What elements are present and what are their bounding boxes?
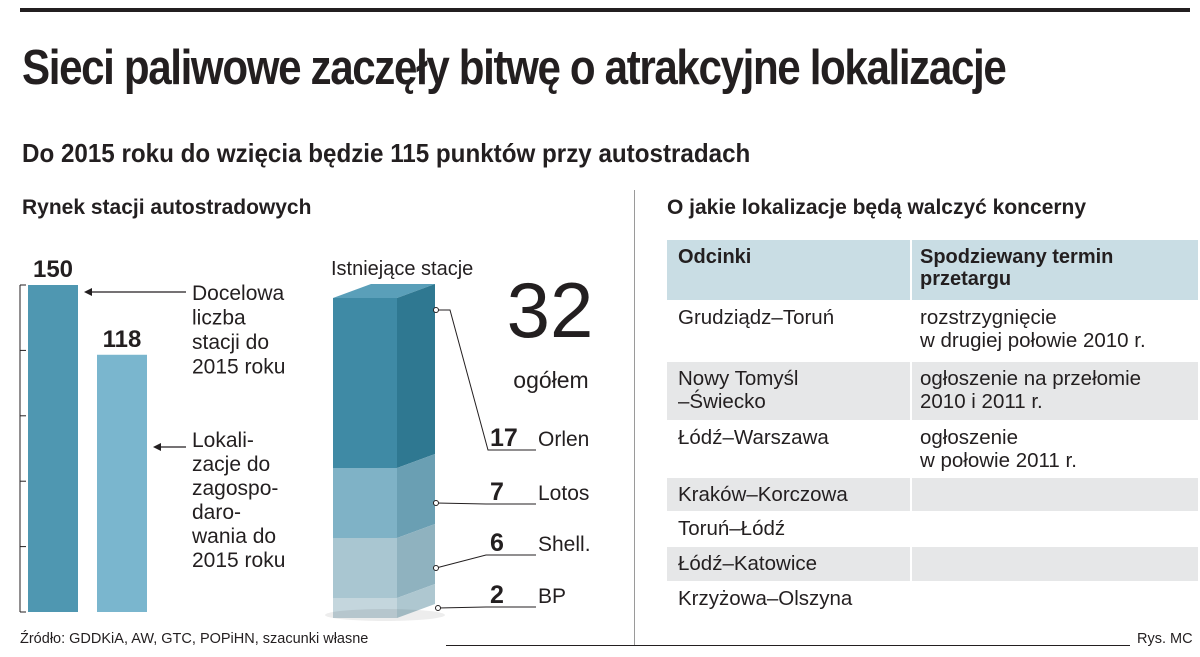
left-section-title: Rynek stacji autostradowych [22,196,312,219]
bar [28,285,78,612]
stack-labels: 17 Orlen 7 Lotos 6 Shell. 2 BP [433,307,591,611]
stack-segment-side [397,284,435,468]
stack-segment-front [333,598,397,618]
table-body: Grudziądz–Toruń rozstrzygnięcie w drugiej … [667,301,1198,617]
stack-segment-front [333,538,397,598]
source-note: Źródło: GDDKiA, AW, GTC, POPiHN, szacunk… [20,631,369,647]
stack-leader [435,554,536,569]
column-header-sections: Odcinki [678,246,752,268]
annotation-text: 2015 roku [192,549,285,572]
annotation-text: zagospo- [192,477,278,500]
stack-series-label: Lotos [538,482,589,505]
annotation-arrow [153,443,161,451]
page-title: Sieci paliwowe zaczęły bitwę o atrakcyjn… [22,41,1007,95]
annotation-text: liczba [192,307,246,330]
stack-series-label: BP [538,585,566,608]
stack-chart-title: Istniejące stacje [331,258,473,280]
stack-top-face [333,284,435,298]
cell-term: ogłoszenie w połowie 2011 r. [920,426,1077,472]
table-row: Łódź–Warszawa ogłoszenie w połowie 2011 r. [667,421,1198,478]
stack-segment-side [397,584,435,618]
bar-chart-labels: 150 118 [33,256,141,353]
stack-value-label: 6 [490,529,504,557]
annotation-text: daro- [192,501,241,524]
table-row: Grudziądz–Toruń rozstrzygnięcie w drugiej … [667,301,1198,362]
stack-series-label: Orlen [538,428,589,451]
stack-series-label: Shell. [538,533,591,556]
stack-leader [435,502,536,505]
cell-section: Łódź–Katowice [678,552,818,575]
stack-segment-front [333,468,397,538]
existing-stations-chart: Istniejące stacje 32 ogółem 17 Orlen 7 Loto… [325,258,594,621]
stack-value-label: 17 [490,424,518,452]
cell-section: Kraków–Korczowa [678,483,848,506]
stack-leader [437,606,536,609]
cell-section: Toruń–Łódź [678,517,786,540]
right-section-title: O jakie lokalizacje będą walczyć koncern… [667,196,1087,219]
bar-chart-axis [19,284,26,613]
top-rule [20,8,1190,12]
annotation-text: zacje do [192,453,270,476]
page-subtitle: Do 2015 roku do wzięcia będzie 115 punkt… [22,138,751,168]
total-label: ogółem [513,367,588,393]
stack-segment-side [397,524,435,598]
cell-section: Krzyżowa–Olszyna [678,587,853,610]
table-row: Krzyżowa–Olszyna [667,582,1198,617]
annotation-text: wania do [191,525,276,548]
stack-leader-dot [433,565,439,571]
bar-value-label: 150 [33,256,73,283]
column-divider [634,190,635,645]
column-header-term: Spodziewany termin przetargu [920,246,1114,290]
stack-leader-dot [433,500,439,506]
cell-section: Łódź–Warszawa [678,426,829,449]
cell-term: rozstrzygnięcie w drugiej połowie 2010 r. [920,306,1146,352]
stack-value-label: 2 [490,581,504,609]
table-row: Kraków–Korczowa [667,478,1198,512]
annotation-text: 2015 roku [192,356,285,379]
annotation-text: Lokali- [192,429,254,452]
table-header: Odcinki Spodziewany termin przetargu [667,240,1198,301]
bar-value-label: 118 [103,326,142,353]
table-row: Łódź–Katowice [667,547,1198,582]
stack-shadow [325,609,445,621]
stacked-bar [325,284,445,621]
total-value: 32 [507,266,594,354]
table-row: Nowy Tomyśl –Świecko ogłoszenie na przełom… [667,362,1198,421]
annotation-text: Docelowa [192,282,285,305]
credit: Rys. MC [1137,631,1193,647]
stack-value-label: 7 [490,478,504,506]
annotation-arrow [84,288,92,296]
stack-segment-front [333,298,397,468]
annotation-text: stacji do [192,331,269,354]
bar [97,354,147,612]
cell-section: Nowy Tomyśl –Świecko [678,367,799,413]
source-rule [446,645,1130,646]
stack-leader-dot [433,307,439,313]
cell-term: ogłoszenie na przełomie 2010 i 2011 r. [920,367,1142,413]
table-row: Toruń–Łódź [667,512,1198,547]
stack-segment-side [397,454,435,538]
tender-table: Odcinki Spodziewany termin przetargu Gru… [667,240,1198,617]
bar-chart-bars [28,285,147,612]
stack-leader [436,309,536,451]
cell-section: Grudziądz–Toruń [678,306,835,329]
stack-leader-dot [435,605,441,611]
